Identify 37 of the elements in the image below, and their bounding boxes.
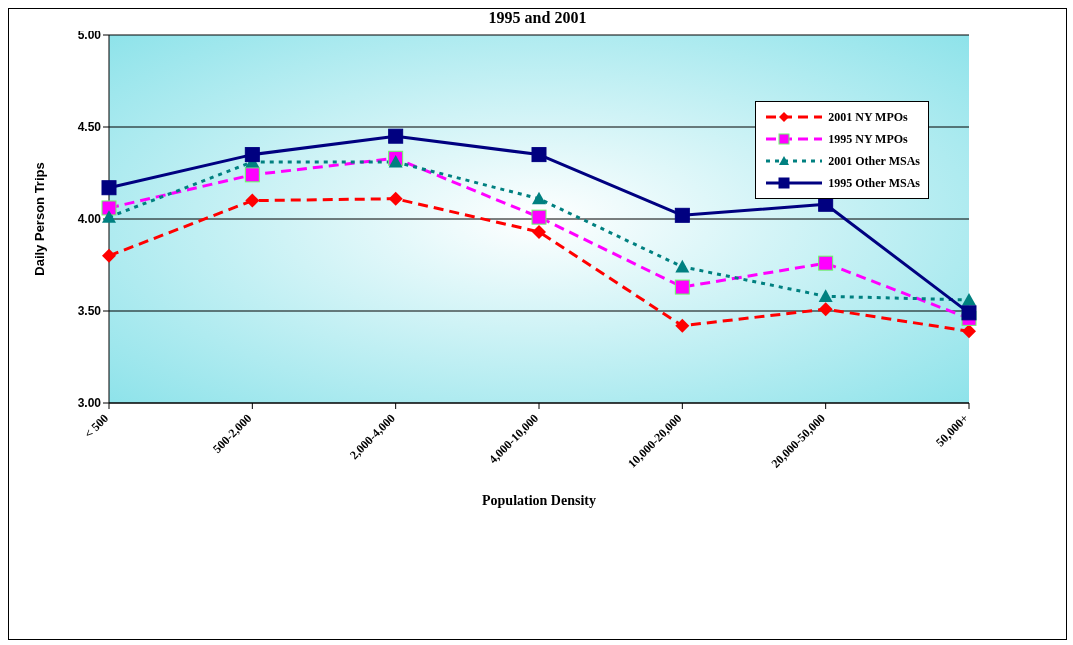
y-tick-label: 3.50 bbox=[77, 304, 102, 319]
x-axis-title: Population Density bbox=[482, 493, 596, 508]
point bbox=[531, 147, 547, 163]
legend-label: 2001 NY MPOs bbox=[828, 109, 908, 125]
x-tick-label: < 500 bbox=[81, 411, 112, 441]
legend-label: 1995 Other MSAs bbox=[828, 175, 920, 191]
y-tick-label: 4.50 bbox=[77, 120, 102, 135]
y-axis-title: Daily Person Trips bbox=[31, 162, 47, 276]
point bbox=[818, 302, 833, 317]
point bbox=[245, 193, 260, 208]
point bbox=[675, 259, 690, 273]
y-tick-label: 5.00 bbox=[77, 28, 102, 43]
point bbox=[675, 318, 690, 333]
point bbox=[674, 279, 690, 295]
y-tick-label: 3.00 bbox=[77, 396, 102, 411]
point bbox=[244, 147, 260, 163]
point bbox=[961, 305, 977, 321]
point bbox=[962, 324, 976, 339]
point bbox=[101, 180, 117, 196]
point bbox=[962, 292, 976, 306]
point bbox=[388, 154, 403, 168]
point bbox=[102, 248, 116, 263]
point bbox=[674, 207, 690, 223]
point bbox=[102, 210, 116, 223]
point bbox=[244, 167, 260, 183]
point bbox=[388, 128, 404, 144]
point bbox=[818, 255, 834, 271]
point bbox=[532, 224, 546, 239]
point bbox=[531, 209, 547, 225]
point bbox=[532, 191, 546, 205]
point bbox=[388, 191, 403, 206]
point bbox=[101, 200, 117, 216]
legend-label: 2001 Other MSAs bbox=[828, 153, 920, 169]
point bbox=[818, 289, 833, 302]
chart-title: 1995 and 2001 bbox=[488, 9, 587, 26]
legend-label: 1995 NY MPOs bbox=[828, 131, 908, 147]
y-tick-label: 4.00 bbox=[77, 212, 102, 227]
